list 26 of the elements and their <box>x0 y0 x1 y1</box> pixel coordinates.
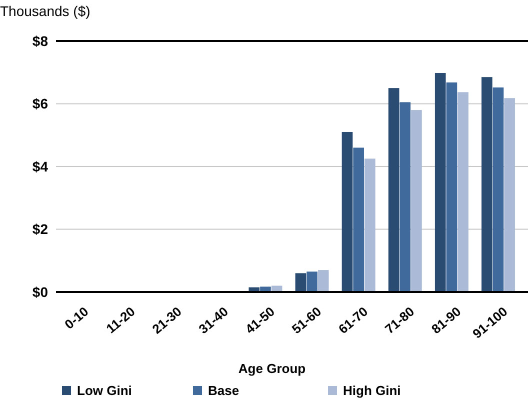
y-tick-label: $6 <box>32 96 48 112</box>
bar <box>492 87 504 292</box>
bar <box>364 158 376 292</box>
bar <box>306 272 318 292</box>
legend-label: High Gini <box>343 383 401 398</box>
y-axis-title: Thousands ($) <box>0 3 90 19</box>
y-tick-label: $4 <box>32 158 48 174</box>
legend-label: Low Gini <box>77 383 132 398</box>
y-tick-label: $2 <box>32 221 48 238</box>
bar <box>295 273 306 292</box>
bar <box>342 132 353 292</box>
bar <box>482 77 492 292</box>
bar <box>446 82 458 292</box>
legend-label: Base <box>208 383 240 398</box>
x-tick-label: 0-10 <box>62 304 92 332</box>
bar <box>388 88 400 292</box>
bar <box>318 270 329 292</box>
x-axis-title: Age Group <box>238 361 306 376</box>
bar <box>434 73 446 292</box>
bar <box>353 148 364 292</box>
bar <box>400 102 411 292</box>
bar <box>411 110 422 292</box>
y-tick-label: $0 <box>32 284 48 300</box>
bar <box>458 92 468 292</box>
bar <box>504 98 515 292</box>
y-tick-label: $8 <box>32 32 48 49</box>
